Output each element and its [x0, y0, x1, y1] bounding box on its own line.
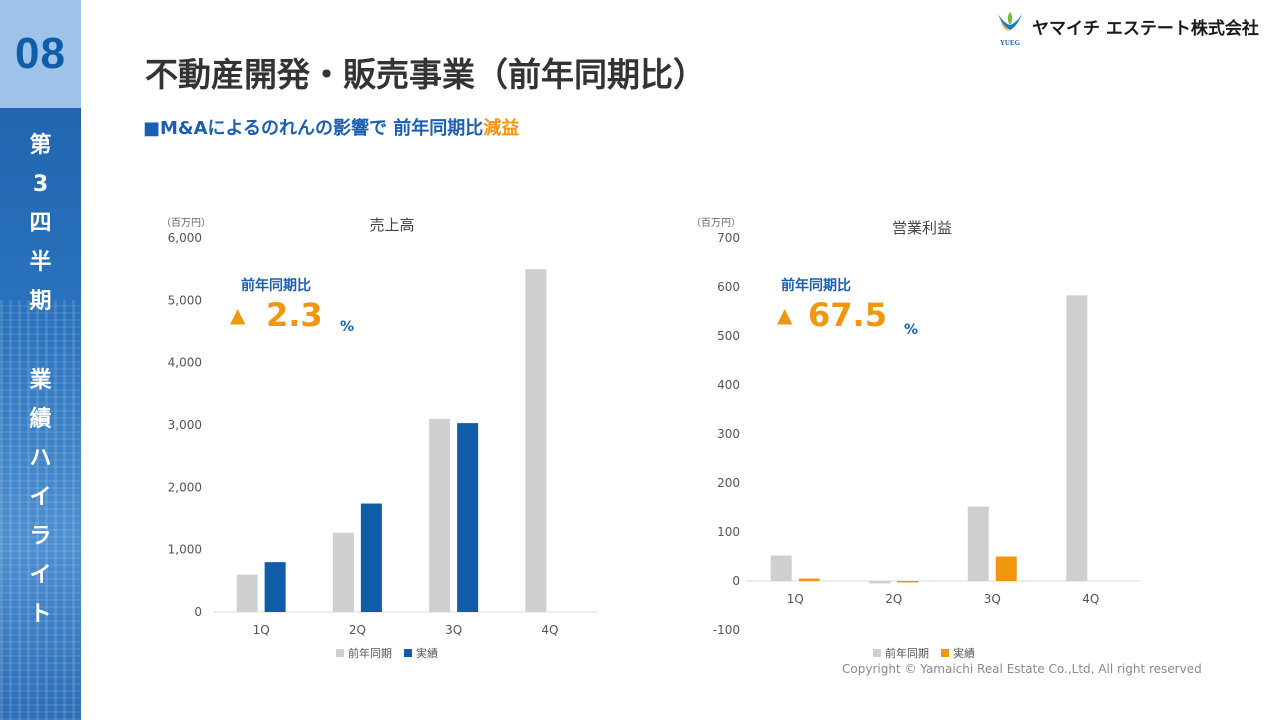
chart-title-1: 営業利益 — [892, 219, 952, 237]
chart-0-legend-swatch-0 — [336, 649, 344, 657]
sidebar-vertical-char-11: イ — [29, 563, 52, 588]
subtitle-highlight: 減益 — [483, 118, 520, 139]
chart-0-legend-label-0: 前年同期 — [348, 646, 392, 660]
copyright-text: Copyright © Yamaichi Real Estate Co.,Ltd… — [842, 662, 1202, 676]
chart-1-ytick-label-4: 300 — [717, 427, 740, 441]
chart-0-ytick-label-2: 2,000 — [168, 480, 202, 494]
sidebar-vertical-char-10: ラ — [29, 524, 52, 549]
chart-1-bar-actual-2Q — [897, 581, 919, 583]
chart-0-category-label-2: 3Q — [445, 623, 462, 637]
section-number-box: 08 — [0, 0, 81, 108]
chart-0-legend-label-1: 実績 — [416, 646, 438, 660]
sidebar-vertical-char-3: 半 — [29, 250, 52, 275]
chart-0-ytick-label-3: 3,000 — [168, 418, 202, 432]
chart-unit-label-1: （百万円） — [691, 217, 741, 229]
chart-0-bar-actual-1Q — [264, 562, 286, 612]
sidebar-cityscape-background — [0, 300, 81, 720]
page-title: 不動産開発・販売事業（前年同期比） — [145, 55, 706, 94]
chart-1-bar-prev-1Q — [770, 555, 792, 581]
chart-1-bar-actual-1Q — [798, 578, 820, 581]
chart-1-ytick-label-1: 0 — [732, 574, 740, 588]
chart-0-yoy-label: 前年同期比 — [241, 277, 311, 294]
chart-title-0: 売上高 — [369, 216, 414, 234]
chart-0-legend-swatch-1 — [404, 649, 412, 657]
chart-1-legend-swatch-0 — [873, 649, 881, 657]
chart-1-category-label-3: 4Q — [1082, 592, 1099, 606]
sidebar-vertical-char-0: 第 — [29, 133, 52, 158]
chart-1-yoy-label: 前年同期比 — [781, 277, 851, 294]
chart-1-ytick-label-7: 600 — [717, 280, 740, 294]
sidebar-vertical-char-9: イ — [29, 485, 52, 510]
company-name: ヤマイチ エステート株式会社 — [1032, 19, 1259, 39]
chart-1-bar-prev-2Q — [869, 581, 891, 584]
logo-mark-icon: YUEG — [998, 12, 1022, 47]
sidebar-vertical-char-7: 績 — [29, 407, 52, 432]
chart-0-bar-prev-4Q — [525, 269, 547, 612]
sidebar-vertical-char-4: 期 — [29, 289, 52, 314]
subtitle: ■M&Aによるのれんの影響で 前年同期比減益 — [143, 114, 519, 140]
chart-1-category-label-2: 3Q — [984, 592, 1001, 606]
chart-0-bar-prev-3Q — [429, 418, 451, 612]
chart-0-ytick-label-0: 0 — [194, 605, 202, 619]
chart-0-yoy-up-arrow-icon: ▲ — [230, 303, 246, 327]
chart-1-yoy-value: 67.5 — [808, 296, 887, 334]
chart-1-bar-prev-4Q — [1066, 295, 1088, 581]
chart-0-bar-actual-2Q — [360, 503, 382, 612]
chart-0-yoy-value: 2.3 — [266, 296, 323, 334]
chart-0-ytick-label-4: 4,000 — [168, 356, 202, 370]
chart-1-ytick-label-2: 100 — [717, 525, 740, 539]
chart-1-yoy-up-arrow-icon: ▲ — [777, 303, 793, 327]
chart-1-legend-label-1: 実績 — [953, 646, 975, 660]
chart-0-bar-prev-1Q — [236, 574, 258, 612]
chart-0-bar-actual-3Q — [457, 423, 479, 612]
chart-1-yoy-unit: % — [904, 322, 918, 338]
chart-0-ytick-label-1: 1,000 — [168, 543, 202, 557]
chart-1-legend-swatch-1 — [941, 649, 949, 657]
chart-1-ytick-label-8: 700 — [717, 231, 740, 245]
chart-0-bar-prev-2Q — [332, 532, 354, 612]
chart-1-category-label-0: 1Q — [787, 592, 804, 606]
chart-1-ytick-label-5: 400 — [717, 378, 740, 392]
sidebar-vertical-char-2: 四 — [29, 211, 52, 236]
chart-1-ytick-label-3: 200 — [717, 476, 740, 490]
chart-0-category-label-3: 4Q — [541, 623, 558, 637]
chart-0-ytick-label-5: 5,000 — [168, 293, 202, 307]
sidebar-vertical-char-12: ト — [29, 602, 52, 627]
sidebar-vertical-char-6: 業 — [29, 368, 52, 393]
chart-0-category-label-1: 2Q — [349, 623, 366, 637]
chart-0-yoy-unit: % — [340, 319, 354, 335]
sidebar-vertical-char-8: ハ — [29, 446, 52, 471]
chart-1-bar-actual-3Q — [995, 556, 1017, 581]
chart-1-bar-prev-3Q — [967, 506, 989, 581]
chart-0-category-label-0: 1Q — [253, 623, 270, 637]
company-logo: YUEG ヤマイチ エステート株式会社 — [996, 10, 1266, 48]
subtitle-bullet: ■ — [143, 118, 161, 139]
section-number: 08 — [15, 29, 66, 78]
chart-1-ytick-label-0: -100 — [713, 623, 740, 637]
subtitle-main: M&Aによるのれんの影響で 前年同期比 — [160, 118, 484, 139]
chart-0-ytick-label-6: 6,000 — [168, 231, 202, 245]
chart-1-category-label-1: 2Q — [885, 592, 902, 606]
chart-1-ytick-label-6: 500 — [717, 329, 740, 343]
logo-mark-text: YUEG — [1000, 39, 1021, 47]
chart-unit-label-0: （百万円） — [161, 217, 211, 229]
sidebar-vertical-char-1: 3 — [32, 172, 49, 197]
chart-1-legend-label-0: 前年同期 — [885, 646, 929, 660]
